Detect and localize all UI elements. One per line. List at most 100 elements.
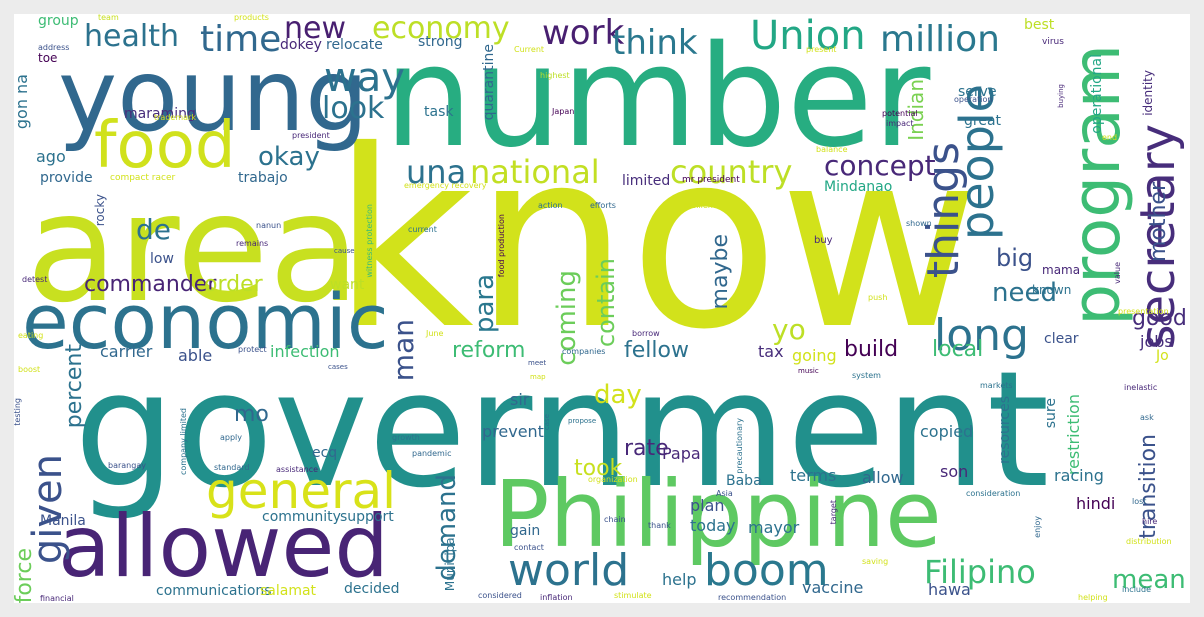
- word-relocate: relocate: [326, 37, 383, 53]
- word-clear: clear: [1044, 331, 1079, 347]
- word-meet: meet: [528, 359, 547, 367]
- word-stimulate: stimulate: [614, 591, 652, 600]
- word-president: president: [292, 131, 330, 140]
- word-resources: resources: [997, 396, 1013, 464]
- word-virus: virus: [1042, 37, 1064, 47]
- word-financial: financial: [40, 594, 74, 603]
- word-detest: detest: [22, 275, 48, 284]
- word-action: action: [538, 201, 563, 210]
- word-great: great: [964, 113, 1002, 129]
- word-mindanao: Mindanao: [824, 179, 893, 195]
- word-inelastic: inelastic: [1124, 383, 1158, 392]
- word-racing: racing: [1054, 466, 1104, 485]
- word-growth: growth: [392, 433, 420, 442]
- word-took: took: [574, 456, 623, 481]
- word-buy: buy: [814, 235, 833, 246]
- word-resilient: resilient: [684, 201, 716, 210]
- word-toe: toe: [38, 51, 58, 65]
- word-ecq: ecq: [312, 445, 338, 461]
- word-low: low: [150, 251, 174, 267]
- word-consideration: consideration: [966, 489, 1021, 498]
- word-balance: balance: [816, 145, 848, 154]
- word-borrow: borrow: [632, 329, 660, 338]
- word-remains: remains: [236, 239, 269, 248]
- word-son: son: [940, 462, 969, 481]
- word-trabajo: trabajo: [238, 170, 288, 186]
- word-presentation: presentation: [1118, 307, 1169, 316]
- word-hindi: hindi: [1076, 494, 1116, 513]
- word-economy: economy: [372, 14, 510, 46]
- word-day: day: [594, 380, 642, 410]
- word-group: group: [38, 14, 79, 29]
- word-reform: reform: [452, 338, 526, 363]
- word-eating: eating: [18, 331, 44, 340]
- word-push: push: [868, 293, 888, 302]
- word-provide: provide: [40, 170, 93, 186]
- word-long: long: [934, 310, 1029, 361]
- word-union: Union: [750, 14, 866, 59]
- word-country: country: [670, 153, 793, 191]
- word-standard: standard: [214, 463, 250, 472]
- word-cloud: know government number area Philippine young e…: [14, 14, 1190, 603]
- word-manila: Manila: [40, 513, 86, 529]
- word-sir: sir: [510, 390, 530, 409]
- word-trademark: trademark: [154, 113, 196, 122]
- word-best: best: [1024, 17, 1055, 33]
- word-allowed: allowed: [58, 497, 389, 597]
- word-copied: copied: [920, 422, 974, 441]
- word-infection: infection: [270, 342, 340, 361]
- word-identity: identity: [1141, 70, 1155, 116]
- word-hire: hire: [1142, 517, 1158, 526]
- word-world: world: [508, 545, 630, 596]
- word-health: health: [84, 19, 179, 54]
- word-compact-racer: compact racer: [110, 173, 176, 183]
- word-operational: operational: [1089, 54, 1105, 134]
- word-ago: ago: [36, 147, 66, 166]
- word-mo: mo: [234, 402, 269, 427]
- word-papa: Papa: [662, 444, 701, 463]
- word-national: national: [470, 153, 600, 191]
- word-known: known: [1032, 283, 1072, 297]
- word-yo: yo: [772, 313, 806, 346]
- word-communications: communications: [156, 583, 272, 599]
- word-allow: allow: [862, 468, 904, 487]
- word-pandemic: pandemic: [412, 449, 452, 458]
- word-okay: okay: [258, 142, 320, 172]
- word-baba: Baba: [726, 473, 762, 489]
- word-want: want: [330, 277, 365, 293]
- word-fellow: fellow: [624, 338, 689, 363]
- word-mama: mama: [1042, 263, 1081, 277]
- word-mayor: mayor: [748, 518, 800, 537]
- word-witness-protection: witness protection: [365, 204, 374, 278]
- word-commander: commander: [84, 272, 217, 297]
- word-highest: highest: [540, 71, 570, 80]
- word-current: Current: [514, 45, 545, 54]
- word-value: value: [1113, 262, 1122, 284]
- word-plan: plan: [690, 496, 725, 515]
- word-hawa: hawa: [928, 580, 971, 599]
- word-cases: cases: [328, 363, 348, 371]
- word-food: food: [94, 109, 236, 183]
- word-lost: lost: [1132, 497, 1147, 506]
- word-boom: boom: [704, 545, 829, 596]
- word-vaccine: vaccine: [802, 578, 864, 597]
- word-work: work: [542, 14, 625, 53]
- word-community: community: [262, 509, 341, 525]
- word-ask: ask: [1140, 413, 1154, 422]
- word-asia: Asia: [716, 489, 733, 498]
- word-una: una: [406, 153, 467, 191]
- word-local: local: [932, 337, 984, 362]
- word-way: way: [324, 55, 405, 101]
- word-efforts: efforts: [590, 201, 616, 210]
- word-gon-na: gon na: [14, 74, 31, 130]
- word-operation: operation: [954, 95, 993, 104]
- word-team: team: [98, 14, 119, 22]
- word-present: present: [806, 45, 837, 54]
- word-salamat: salamat: [260, 583, 317, 599]
- word-concept: concept: [824, 149, 936, 182]
- word-chain: chain: [604, 515, 626, 524]
- word-products: products: [234, 14, 269, 22]
- word-protect: protect: [238, 345, 267, 354]
- word-look: look: [322, 91, 385, 126]
- word-contain: contain: [592, 258, 620, 348]
